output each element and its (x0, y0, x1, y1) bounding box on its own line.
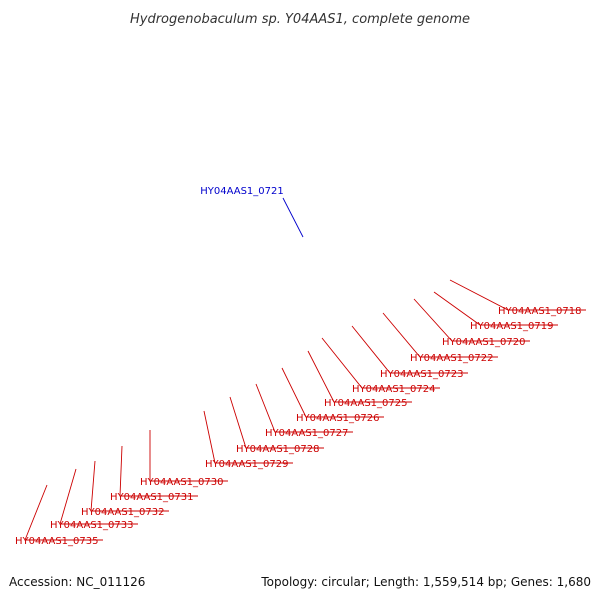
label-leader-line (449, 279, 586, 311)
gene-label: HY04AAS1_0725 (324, 398, 407, 409)
gene-label: HY04AAS1_0735 (15, 536, 98, 547)
label-leader-line (24, 484, 103, 541)
label-leader-line (119, 445, 198, 497)
map-title: Hydrogenobaculum sp. Y04AAS1, complete g… (130, 12, 470, 27)
gene-label: HY04AAS1_0728 (236, 444, 319, 455)
gene-label: HY04AAS1_0730 (140, 477, 223, 488)
label-leader-line (351, 325, 468, 374)
gene-label: HY04AAS1_0727 (265, 428, 348, 439)
gene-label: HY04AAS1_0731 (110, 492, 193, 503)
label-leader-line (281, 367, 384, 418)
label-leader-line (321, 337, 440, 389)
label-leader-line (229, 396, 324, 449)
gene-label: HY04AAS1_0732 (81, 507, 164, 518)
gene-labels: HY04AAS1_0721 HY04AAS1_0718 HY04AAS1_0719 H… (15, 186, 581, 547)
label-leader-line (203, 410, 293, 464)
label-leader-line (307, 350, 412, 403)
label-leader-line (382, 312, 498, 358)
gene-label: HY04AAS1_0720 (442, 337, 525, 348)
accession-text: Accession: NC_011126 (9, 575, 145, 589)
gene-label: HY04AAS1_0723 (380, 369, 463, 380)
label-leader-line (90, 460, 169, 512)
gene-label: HY04AAS1_0722 (410, 353, 493, 364)
gene-label: HY04AAS1_0718 (498, 306, 581, 317)
genome-summary-text: Topology: circular; Length: 1,559,514 bp… (260, 575, 591, 589)
gene-label: HY04AAS1_0724 (352, 384, 435, 395)
gene-label: HY04AAS1_0729 (205, 459, 288, 470)
gene-label: HY04AAS1_0721 (200, 186, 283, 197)
label-leader-line (413, 298, 530, 342)
gene-label: HY04AAS1_0726 (296, 413, 379, 424)
label-leader-line (255, 383, 353, 433)
label-leader-line (59, 468, 138, 525)
label-leader-line (282, 197, 304, 238)
label-leaders (24, 197, 586, 541)
label-leader-line (149, 430, 228, 482)
gene-label: HY04AAS1_0733 (50, 520, 133, 531)
label-leader-line (433, 291, 558, 326)
gene-label: HY04AAS1_0719 (470, 321, 553, 332)
